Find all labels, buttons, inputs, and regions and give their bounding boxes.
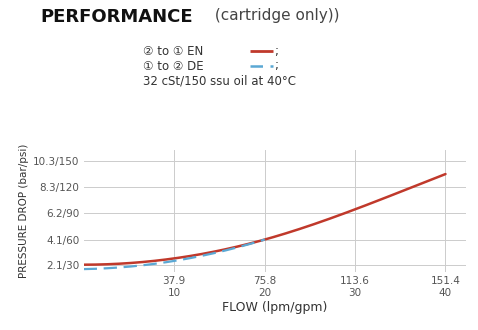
Text: PERFORMANCE: PERFORMANCE: [41, 8, 193, 26]
Text: (cartridge only)): (cartridge only)): [210, 8, 340, 23]
Text: 32 cSt/150 ssu oil at 40°C: 32 cSt/150 ssu oil at 40°C: [143, 75, 296, 88]
Text: ;: ;: [274, 45, 278, 58]
Text: ① to ② DE: ① to ② DE: [143, 59, 208, 73]
Text: ② to ① EN: ② to ① EN: [143, 45, 207, 58]
Y-axis label: PRESSURE DROP (bar/psi): PRESSURE DROP (bar/psi): [19, 144, 29, 279]
Text: ;: ;: [274, 59, 278, 73]
X-axis label: FLOW (lpm/gpm): FLOW (lpm/gpm): [222, 301, 327, 314]
